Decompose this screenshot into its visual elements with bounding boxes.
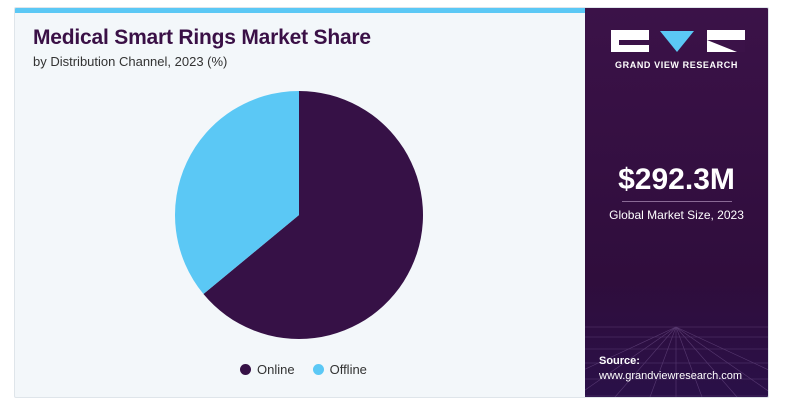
source-label: Source: xyxy=(599,355,640,367)
legend-label-online: Online xyxy=(257,362,295,377)
grand-view-research-logo xyxy=(611,30,745,52)
source-url: www.grandviewresearch.com xyxy=(599,370,743,382)
legend-label-offline: Offline xyxy=(329,362,367,377)
chart-title: Medical Smart Rings Market Share xyxy=(33,26,371,49)
chart-card: Medical Smart Rings Market Share by Dist… xyxy=(14,7,769,398)
pie-slice-online xyxy=(203,91,423,339)
market-size-label: Global Market Size, 2023 xyxy=(609,208,744,222)
legend: Online Offline xyxy=(240,362,385,377)
legend-swatch-offline xyxy=(312,364,324,375)
source-block: Source: www.grandviewresearch.com xyxy=(599,354,742,384)
legend-item-offline: Offline xyxy=(312,362,367,377)
accent-bar xyxy=(15,8,585,13)
perspective-grid-graphic xyxy=(585,326,768,397)
info-panel: GRAND VIEW RESEARCH $292.3M Global Marke… xyxy=(585,8,768,397)
pie-slice-offline xyxy=(175,90,299,295)
brand-name: GRAND VIEW RESEARCH xyxy=(615,60,738,70)
market-size-value: $292.3M xyxy=(618,163,735,196)
divider xyxy=(622,201,732,202)
chart-subtitle: by Distribution Channel, 2023 (%) xyxy=(33,54,228,69)
pie-chart xyxy=(175,90,423,339)
legend-swatch-online xyxy=(240,364,251,375)
legend-item-online: Online xyxy=(240,362,295,377)
